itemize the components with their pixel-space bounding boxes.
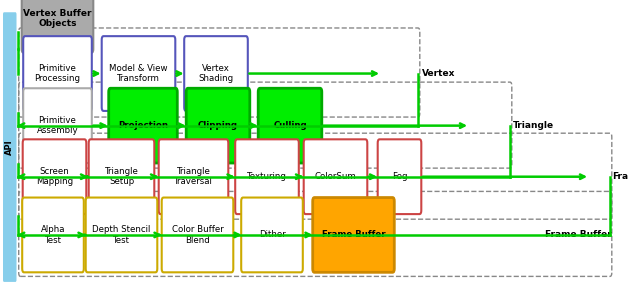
Text: Projection: Projection <box>118 121 168 130</box>
FancyBboxPatch shape <box>89 139 154 214</box>
Text: Frame Buffer: Frame Buffer <box>545 231 612 239</box>
FancyBboxPatch shape <box>258 88 322 163</box>
FancyBboxPatch shape <box>23 88 92 163</box>
Text: Vertex: Vertex <box>422 69 455 78</box>
FancyBboxPatch shape <box>184 36 248 111</box>
FancyBboxPatch shape <box>161 198 233 272</box>
FancyBboxPatch shape <box>236 139 299 214</box>
FancyBboxPatch shape <box>3 12 16 282</box>
FancyBboxPatch shape <box>377 139 421 214</box>
Text: Primitive
Processing: Primitive Processing <box>35 64 80 83</box>
FancyBboxPatch shape <box>186 88 250 163</box>
Text: Color Buffer
Blend: Color Buffer Blend <box>171 225 224 245</box>
Text: Dither: Dither <box>259 231 285 239</box>
FancyBboxPatch shape <box>313 198 394 272</box>
Text: Depth Stencil
Test: Depth Stencil Test <box>92 225 151 245</box>
Text: Alpha
Test: Alpha Test <box>41 225 65 245</box>
Text: Triangle
Setup: Triangle Setup <box>105 167 138 186</box>
FancyBboxPatch shape <box>102 36 175 111</box>
FancyBboxPatch shape <box>304 139 367 214</box>
FancyBboxPatch shape <box>85 198 157 272</box>
Text: Culling: Culling <box>273 121 307 130</box>
FancyBboxPatch shape <box>109 88 177 163</box>
Text: Primitive
Assembly: Primitive Assembly <box>36 116 78 135</box>
Text: Vertex
Shading: Vertex Shading <box>198 64 234 83</box>
Text: Fog: Fog <box>392 172 407 181</box>
Text: Triangle
Traversal: Triangle Traversal <box>174 167 213 186</box>
FancyBboxPatch shape <box>22 198 84 272</box>
FancyBboxPatch shape <box>23 36 92 111</box>
FancyBboxPatch shape <box>159 139 229 214</box>
Text: Screen
Mapping: Screen Mapping <box>36 167 73 186</box>
Text: Clipping: Clipping <box>198 121 238 130</box>
Text: Texturing: Texturing <box>247 172 287 181</box>
Text: Fragment: Fragment <box>612 172 628 181</box>
Text: ColorSum: ColorSum <box>315 172 356 181</box>
Text: Model & View
Transform: Model & View Transform <box>109 64 168 83</box>
Text: API: API <box>5 139 14 155</box>
Text: Frame Buffer: Frame Buffer <box>322 231 386 239</box>
FancyBboxPatch shape <box>241 198 303 272</box>
Text: Vertex Buffer
Objects: Vertex Buffer Objects <box>23 9 92 28</box>
Text: Triangle: Triangle <box>513 121 554 130</box>
FancyBboxPatch shape <box>22 0 94 53</box>
FancyBboxPatch shape <box>23 139 86 214</box>
